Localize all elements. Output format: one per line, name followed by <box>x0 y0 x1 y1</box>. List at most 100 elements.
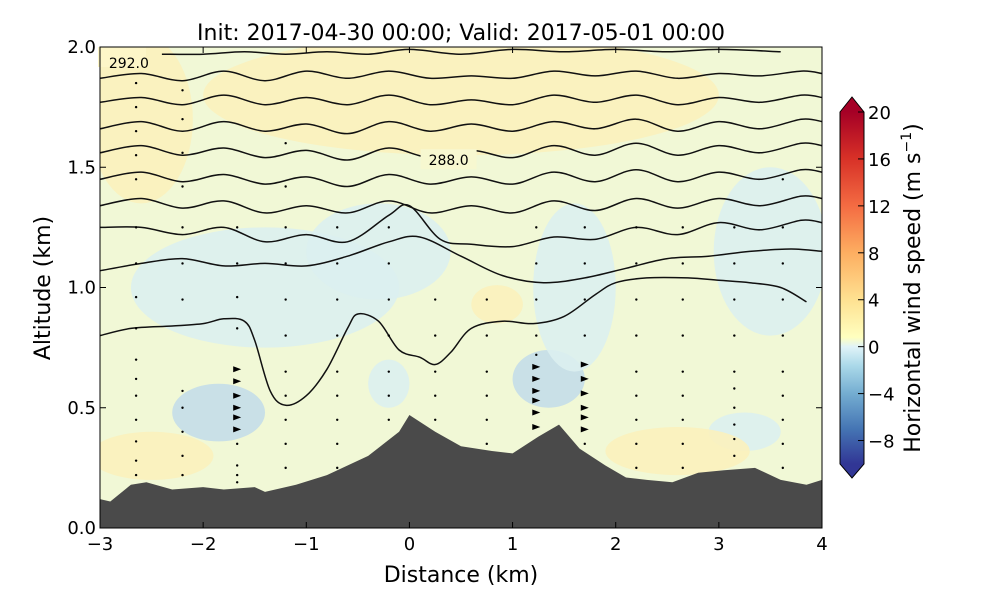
wind-vector-4-7 <box>336 262 339 265</box>
wind-vector-0-12 <box>134 154 138 157</box>
wind-vector-1-0 <box>181 473 184 477</box>
wind-vector-4-8 <box>336 226 339 229</box>
wind-vector-12-4 <box>733 387 736 390</box>
wind-vector-12-2 <box>733 423 736 426</box>
wind-vector-3-9 <box>284 185 287 188</box>
wind-vector-10-6 <box>635 298 638 301</box>
wind-vector-13-3 <box>781 394 785 397</box>
wind-vector-2-3 <box>235 442 239 446</box>
wind-vector-9-1 <box>583 442 586 446</box>
x-tick-label-1: −2 <box>190 534 217 555</box>
wind-vector-8-10 <box>535 226 538 229</box>
wind-vector-3-10 <box>284 142 287 145</box>
wind-vector-0-7 <box>134 327 138 330</box>
wind-vector-7-5 <box>485 298 488 301</box>
wind-vector-4-5 <box>336 334 339 337</box>
wind-field-regions <box>100 47 822 480</box>
wind-vector-10-0 <box>635 466 638 470</box>
wind-vector-0-15 <box>134 81 138 85</box>
colorbar-tick-label-6: 16 <box>868 150 891 171</box>
wind-vector-13-1 <box>781 442 785 446</box>
wind-vector-5-6 <box>387 226 390 229</box>
theta-contour-6 <box>100 195 822 214</box>
wind-vector-13-0 <box>781 466 785 470</box>
wind-vector-3-4 <box>284 370 287 373</box>
wind-vector-13-4 <box>781 370 785 373</box>
wind-vector-0-1 <box>134 459 138 462</box>
wind-vector-5-1 <box>387 394 390 397</box>
wind-region-7 <box>368 359 410 408</box>
wind-vector-9-2 <box>580 426 589 433</box>
colorbar-ticks: −8 −4 0 4 8 12 16 20 <box>858 103 895 453</box>
wind-vector-6-3 <box>434 334 437 337</box>
colorbar-label-main: Horizontal wind speed (m s <box>901 152 926 452</box>
colorbar-outline <box>839 96 865 479</box>
wind-vector-8-6 <box>535 353 538 357</box>
x-tick-label-6: 3 <box>713 534 724 555</box>
wind-vector-12-7 <box>733 298 736 301</box>
wind-vector-2-10 <box>235 327 239 330</box>
wind-vector-4-3 <box>336 394 339 397</box>
wind-vector-3-7 <box>284 262 287 265</box>
colorbar-tick-label-4: 8 <box>868 244 879 265</box>
wind-vector-0-14 <box>134 105 138 109</box>
wind-vector-8-1 <box>532 409 541 416</box>
wind-vector-5-0 <box>387 418 390 421</box>
colorbar-label-exponent: −1 <box>899 132 915 153</box>
colorbar-label: Horizontal wind speed (m s−1) <box>899 123 926 453</box>
wind-vector-2-8 <box>233 378 242 385</box>
theta-contour-1 <box>100 70 822 82</box>
wind-vector-1-1 <box>181 454 184 458</box>
wind-vector-12-3 <box>733 406 736 409</box>
colorbar-tick-label-1: −4 <box>868 385 895 406</box>
wind-vector-0-6 <box>134 358 138 361</box>
theta-contour-9 <box>100 276 807 407</box>
wind-vector-7-4 <box>485 334 488 337</box>
wind-vector-1-4 <box>181 389 184 393</box>
contour-label-292: 292.0 <box>109 56 149 72</box>
wind-vector-7-3 <box>485 370 488 373</box>
theta-contour-5 <box>100 168 822 188</box>
wind-vector-9-9 <box>583 298 586 301</box>
wind-vector-9-6 <box>580 375 589 382</box>
y-tick-label-0: 0.0 <box>67 518 96 539</box>
wind-vector-4-2 <box>336 418 339 421</box>
wind-region-5 <box>713 167 822 336</box>
wind-vector-12-1 <box>733 437 736 441</box>
wind-vector-8-5 <box>532 363 541 370</box>
wind-vector-11-2 <box>681 418 684 421</box>
wind-vector-3-5 <box>284 334 287 337</box>
wind-vector-10-5 <box>635 334 638 337</box>
wind-vector-9-3 <box>580 414 589 421</box>
y-tick-label-2: 1.0 <box>67 278 96 299</box>
wind-vector-9-11 <box>583 226 586 229</box>
wind-vector-2-0 <box>235 481 239 484</box>
wind-vector-1-11 <box>181 89 184 92</box>
wind-vector-10-4 <box>635 370 638 373</box>
wind-vector-6-1 <box>434 394 437 397</box>
wind-vector-12-6 <box>733 334 736 337</box>
wind-vector-8-0 <box>532 423 541 430</box>
wind-vector-0-4 <box>134 394 138 397</box>
x-tick-label-2: −1 <box>293 534 320 555</box>
wind-vector-3-0 <box>284 466 287 470</box>
contour-label-2: 288.0 <box>420 149 477 170</box>
wind-vector-4-0 <box>336 466 339 470</box>
wind-vector-13-7 <box>781 262 785 265</box>
colorbar-tick-label-2: 0 <box>868 338 879 359</box>
wind-vector-13-6 <box>781 298 785 301</box>
wind-region-11 <box>100 431 214 480</box>
wind-vector-1-2 <box>181 430 184 433</box>
contour-label-1: 292.0 <box>98 47 149 72</box>
wind-vector-1-6 <box>181 262 184 265</box>
x-tick-label-7: 4 <box>816 534 827 555</box>
wind-vector-5-3 <box>387 334 390 337</box>
wind-region-9 <box>100 47 193 204</box>
wind-vector-0-5 <box>134 377 138 381</box>
wind-vector-10-7 <box>635 262 638 265</box>
wind-vector-6-0 <box>434 418 437 421</box>
wind-vector-10-2 <box>635 418 638 421</box>
x-tick-label-0: −3 <box>87 534 114 555</box>
colorbar-tick-label-5: 12 <box>868 197 891 218</box>
theta-contours <box>100 48 822 407</box>
